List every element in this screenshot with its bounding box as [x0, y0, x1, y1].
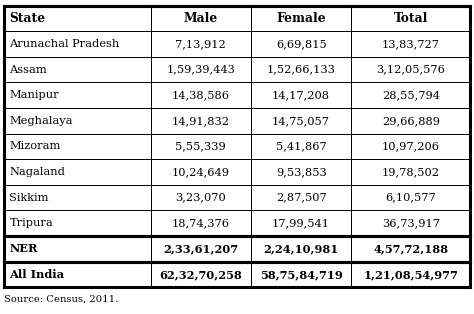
- Text: 62,32,70,258: 62,32,70,258: [159, 269, 242, 280]
- Bar: [151, 57, 251, 83]
- Text: 14,91,832: 14,91,832: [172, 116, 230, 126]
- Bar: [151, 83, 251, 108]
- Text: Assam: Assam: [9, 65, 47, 75]
- Bar: [4, 31, 151, 57]
- Text: 18,74,376: 18,74,376: [172, 218, 230, 228]
- Bar: [351, 159, 470, 185]
- Bar: [251, 262, 351, 287]
- Text: 1,52,66,133: 1,52,66,133: [267, 65, 336, 75]
- Text: 5,55,339: 5,55,339: [175, 142, 226, 151]
- Text: 6,69,815: 6,69,815: [276, 39, 327, 49]
- Bar: [251, 210, 351, 236]
- Bar: [4, 108, 151, 134]
- Bar: [151, 6, 251, 31]
- Text: 2,24,10,981: 2,24,10,981: [264, 243, 339, 254]
- Bar: [351, 210, 470, 236]
- Text: 58,75,84,719: 58,75,84,719: [260, 269, 343, 280]
- Text: Male: Male: [184, 12, 218, 25]
- Text: 13,83,727: 13,83,727: [382, 39, 440, 49]
- Text: 14,17,208: 14,17,208: [272, 90, 330, 100]
- Bar: [4, 262, 151, 287]
- Text: 29,66,889: 29,66,889: [382, 116, 440, 126]
- Text: Source: Census, 2011.: Source: Census, 2011.: [4, 295, 118, 304]
- Text: 3,12,05,576: 3,12,05,576: [376, 65, 445, 75]
- Bar: [151, 134, 251, 159]
- Bar: [251, 83, 351, 108]
- Bar: [251, 134, 351, 159]
- Bar: [151, 31, 251, 57]
- Text: 7,13,912: 7,13,912: [175, 39, 226, 49]
- Bar: [4, 210, 151, 236]
- Bar: [151, 210, 251, 236]
- Text: 10,97,206: 10,97,206: [382, 142, 440, 151]
- Text: All India: All India: [9, 269, 64, 280]
- Bar: [151, 262, 251, 287]
- Bar: [4, 159, 151, 185]
- Bar: [351, 236, 470, 262]
- Text: Female: Female: [276, 12, 326, 25]
- Bar: [251, 185, 351, 210]
- Text: 5,41,867: 5,41,867: [276, 142, 327, 151]
- Text: Total: Total: [393, 12, 428, 25]
- Text: 36,73,917: 36,73,917: [382, 218, 440, 228]
- Bar: [351, 57, 470, 83]
- Bar: [4, 185, 151, 210]
- Bar: [4, 57, 151, 83]
- Text: 6,10,577: 6,10,577: [385, 193, 436, 203]
- Bar: [251, 236, 351, 262]
- Bar: [351, 262, 470, 287]
- Text: NER: NER: [9, 243, 38, 254]
- Bar: [251, 159, 351, 185]
- Text: 17,99,541: 17,99,541: [272, 218, 330, 228]
- Bar: [251, 6, 351, 31]
- Text: Meghalaya: Meghalaya: [9, 116, 73, 126]
- Text: State: State: [9, 12, 46, 25]
- Bar: [151, 108, 251, 134]
- Text: 2,33,61,207: 2,33,61,207: [163, 243, 238, 254]
- Bar: [351, 134, 470, 159]
- Bar: [4, 6, 151, 31]
- Bar: [151, 236, 251, 262]
- Text: 2,87,507: 2,87,507: [276, 193, 327, 203]
- Bar: [151, 159, 251, 185]
- Bar: [351, 108, 470, 134]
- Text: 14,38,586: 14,38,586: [172, 90, 230, 100]
- Text: Sikkim: Sikkim: [9, 193, 49, 203]
- Bar: [4, 83, 151, 108]
- Bar: [251, 31, 351, 57]
- Bar: [351, 185, 470, 210]
- Text: 9,53,853: 9,53,853: [276, 167, 327, 177]
- Text: Arunachal Pradesh: Arunachal Pradesh: [9, 39, 120, 49]
- Text: 19,78,502: 19,78,502: [382, 167, 440, 177]
- Text: 1,21,08,54,977: 1,21,08,54,977: [363, 269, 458, 280]
- Text: 4,57,72,188: 4,57,72,188: [373, 243, 448, 254]
- Text: 28,55,794: 28,55,794: [382, 90, 440, 100]
- Text: 10,24,649: 10,24,649: [172, 167, 230, 177]
- Text: Tripura: Tripura: [9, 218, 53, 228]
- Bar: [251, 108, 351, 134]
- Text: 1,59,39,443: 1,59,39,443: [166, 65, 235, 75]
- Bar: [351, 83, 470, 108]
- Text: 14,75,057: 14,75,057: [272, 116, 330, 126]
- Bar: [251, 57, 351, 83]
- Bar: [4, 236, 151, 262]
- Bar: [151, 185, 251, 210]
- Bar: [351, 6, 470, 31]
- Text: 3,23,070: 3,23,070: [175, 193, 226, 203]
- Bar: [4, 134, 151, 159]
- Text: Manipur: Manipur: [9, 90, 59, 100]
- Text: Mizoram: Mizoram: [9, 142, 61, 151]
- Bar: [351, 31, 470, 57]
- Text: Nagaland: Nagaland: [9, 167, 65, 177]
